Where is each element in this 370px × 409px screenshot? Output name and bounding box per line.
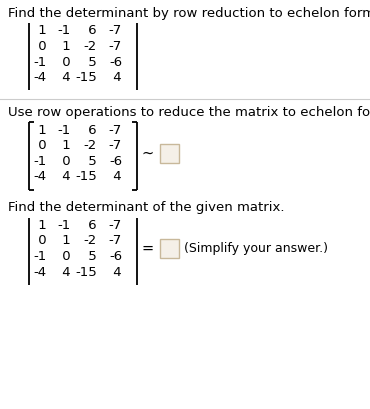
Text: -7: -7 [109,40,122,53]
Text: (Simplify your answer.): (Simplify your answer.) [184,242,328,255]
FancyBboxPatch shape [160,144,179,163]
Text: 0: 0 [58,155,71,168]
Text: 1: 1 [58,40,71,53]
Text: -6: -6 [109,56,122,68]
Text: -6: -6 [109,155,122,168]
Text: 0: 0 [58,56,71,68]
Text: 5: 5 [84,56,97,68]
Text: 1: 1 [58,139,71,152]
Text: ~: ~ [142,146,154,161]
Text: -7: -7 [109,139,122,152]
Text: 4: 4 [110,265,122,279]
Text: 0: 0 [34,40,47,53]
Text: -2: -2 [84,234,97,247]
Text: =: = [142,241,154,256]
Text: -2: -2 [84,40,97,53]
Text: 1: 1 [58,234,71,247]
Text: -1: -1 [34,250,47,263]
Text: -7: -7 [109,25,122,38]
Text: -15: -15 [75,170,97,183]
Text: 6: 6 [84,25,97,38]
Text: -7: -7 [109,234,122,247]
Text: 4: 4 [110,170,122,183]
Text: 0: 0 [34,234,47,247]
Text: 0: 0 [58,250,71,263]
Text: -1: -1 [58,219,71,232]
Text: -1: -1 [58,25,71,38]
Text: -4: -4 [34,170,47,183]
Text: -1: -1 [34,56,47,68]
Text: -4: -4 [34,71,47,84]
Text: 1: 1 [34,219,47,232]
Text: -7: -7 [109,219,122,232]
Text: Find the determinant of the given matrix.: Find the determinant of the given matrix… [8,202,285,214]
Text: -4: -4 [34,265,47,279]
Text: 6: 6 [84,219,97,232]
Text: Use row operations to reduce the matrix to echelon form.: Use row operations to reduce the matrix … [8,106,370,119]
Text: 1: 1 [34,124,47,137]
Text: -15: -15 [75,265,97,279]
Text: -6: -6 [109,250,122,263]
Text: 0: 0 [34,139,47,152]
Text: 4: 4 [110,71,122,84]
Text: 6: 6 [84,124,97,137]
Text: 4: 4 [58,170,71,183]
FancyBboxPatch shape [160,239,179,258]
Text: 4: 4 [58,71,71,84]
Text: 4: 4 [58,265,71,279]
Text: 5: 5 [84,155,97,168]
Text: -1: -1 [34,155,47,168]
Text: -7: -7 [109,124,122,137]
Text: -2: -2 [84,139,97,152]
Text: -15: -15 [75,71,97,84]
Text: 1: 1 [34,25,47,38]
Text: Find the determinant by row reduction to echelon form.: Find the determinant by row reduction to… [8,7,370,20]
Text: 5: 5 [84,250,97,263]
Text: -1: -1 [58,124,71,137]
